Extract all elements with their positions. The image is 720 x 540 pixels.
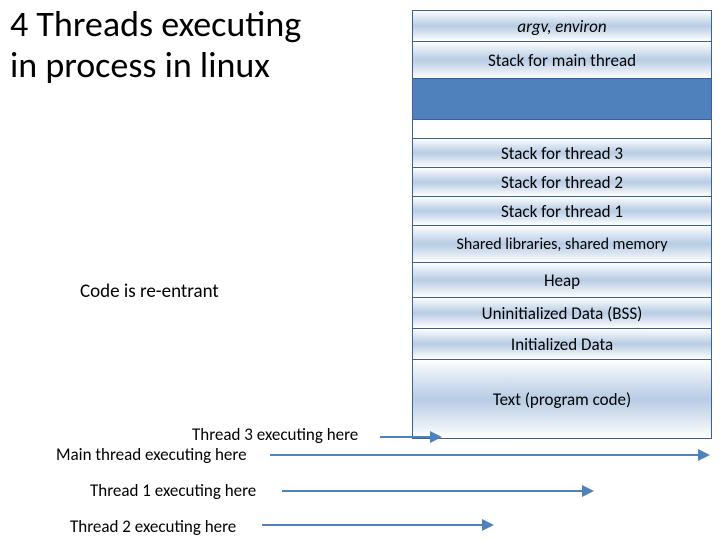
reentrant-label: Code is re-entrant [80, 280, 219, 303]
label-thread3-executing: Thread 3 executing here [192, 424, 358, 445]
label-thread2-executing: Thread 2 executing here [70, 516, 236, 537]
segment-gap-white [412, 120, 712, 138]
segment-stack-t1: Stack for thread 1 [412, 196, 712, 226]
segment-shared-libs: Shared libraries, shared memory [412, 225, 712, 263]
arrow-thread3 [380, 436, 440, 438]
segment-bss: Uninitialized Data (BSS) [412, 297, 712, 329]
segment-init-data: Initialized Data [412, 328, 712, 360]
slide-title: 4 Threads executing in process in linux [10, 4, 301, 87]
label-thread1-executing: Thread 1 executing here [90, 480, 256, 501]
label-main-executing: Main thread executing here [56, 444, 247, 465]
segment-argv: argv, environ [412, 10, 712, 42]
arrow-thread1 [282, 490, 592, 492]
segment-heap: Heap [412, 262, 712, 298]
arrow-main [270, 454, 708, 456]
memory-layout-column: argv, environ Stack for main thread Stac… [412, 10, 712, 439]
segment-stack-t3: Stack for thread 3 [412, 138, 712, 168]
title-line-1: 4 Threads executing [10, 2, 301, 46]
title-line-2: in process in linux [10, 43, 270, 87]
segment-stack-main: Stack for main thread [412, 41, 712, 79]
segment-text: Text (program code) [412, 359, 712, 439]
segment-stack-t2: Stack for thread 2 [412, 167, 712, 197]
segment-gap-solid [412, 78, 712, 120]
arrow-thread2 [262, 524, 492, 526]
